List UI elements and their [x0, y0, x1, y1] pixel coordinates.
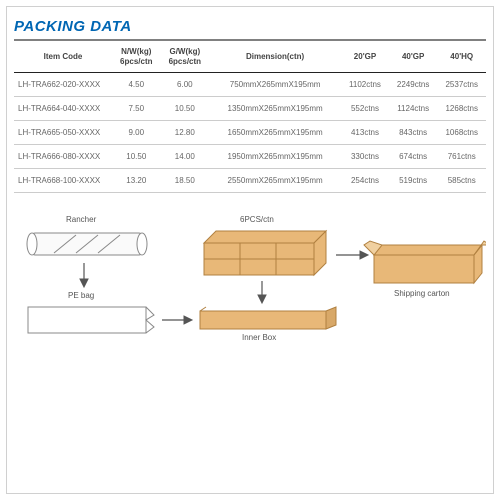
six-pcs-carton-icon — [204, 231, 326, 275]
table-row: LH-TRA665-050-XXXX9.0012.801650mmX265mmX… — [14, 121, 486, 145]
col-gw: G/W(kg) 6pcs/ctn — [161, 41, 210, 73]
table-cell: 1102ctns — [341, 73, 389, 97]
table-cell: LH-TRA665-050-XXXX — [14, 121, 112, 145]
table-cell: 843ctns — [389, 121, 438, 145]
table-header-row: Item Code N/W(kg) 6pcs/ctn G/W(kg) 6pcs/… — [14, 41, 486, 73]
pe-bag-icon — [28, 307, 154, 333]
table-cell: 552ctns — [341, 97, 389, 121]
col-40hq: 40'HQ — [437, 41, 486, 73]
col-nw: N/W(kg) 6pcs/ctn — [112, 41, 161, 73]
table-cell: 674ctns — [389, 145, 438, 169]
table-cell: 2537ctns — [437, 73, 486, 97]
table-cell: 1268ctns — [437, 97, 486, 121]
label-sixpcs: 6PCS/ctn — [240, 215, 274, 224]
table-cell: 10.50 — [112, 145, 161, 169]
label-pebag: PE bag — [68, 291, 94, 300]
table-cell: 12.80 — [161, 121, 210, 145]
col-item-code: Item Code — [14, 41, 112, 73]
table-cell: 18.50 — [161, 169, 210, 193]
table-cell: LH-TRA666-080-XXXX — [14, 145, 112, 169]
table-cell: 1650mmX265mmX195mm — [209, 121, 341, 145]
shipping-carton-icon — [364, 241, 486, 283]
table-cell: 330ctns — [341, 145, 389, 169]
table-cell: 254ctns — [341, 169, 389, 193]
inner-box-icon — [200, 307, 336, 329]
table-cell: LH-TRA664-040-XXXX — [14, 97, 112, 121]
table-row: LH-TRA664-040-XXXX7.5010.501350mmX265mmX… — [14, 97, 486, 121]
table-cell: 7.50 — [112, 97, 161, 121]
table-row: LH-TRA662-020-XXXX4.506.00750mmX265mmX19… — [14, 73, 486, 97]
table-cell: 1950mmX265mmX195mm — [209, 145, 341, 169]
col-dimension: Dimension(ctn) — [209, 41, 341, 73]
table-cell: 1350mmX265mmX195mm — [209, 97, 341, 121]
table-cell: 519ctns — [389, 169, 438, 193]
table-cell: 750mmX265mmX195mm — [209, 73, 341, 97]
table-cell: 4.50 — [112, 73, 161, 97]
table-cell: 2550mmX265mmX195mm — [209, 169, 341, 193]
arrow-right-icon — [162, 316, 192, 324]
table-cell: 10.50 — [161, 97, 210, 121]
table-cell: 1124ctns — [389, 97, 438, 121]
section-title: PACKING DATA — [14, 18, 486, 41]
table-cell: 6.00 — [161, 73, 210, 97]
rancher-icon — [27, 233, 147, 255]
table-cell: 1068ctns — [437, 121, 486, 145]
arrow-down-icon — [258, 281, 266, 303]
label-rancher: Rancher — [66, 215, 96, 224]
label-shipping: Shipping carton — [394, 289, 450, 298]
table-cell: 14.00 — [161, 145, 210, 169]
table-cell: 413ctns — [341, 121, 389, 145]
table-cell: 13.20 — [112, 169, 161, 193]
arrow-down-icon — [80, 263, 88, 287]
col-40gp: 40'GP — [389, 41, 438, 73]
table-row: LH-TRA666-080-XXXX10.5014.001950mmX265mm… — [14, 145, 486, 169]
table-cell: LH-TRA668-100-XXXX — [14, 169, 112, 193]
col-20gp: 20'GP — [341, 41, 389, 73]
packing-diagram: Rancher PE bag 6PCS/ctn Inner Box Shippi… — [14, 211, 486, 371]
table-row: LH-TRA668-100-XXXX13.2018.502550mmX265mm… — [14, 169, 486, 193]
table-cell: LH-TRA662-020-XXXX — [14, 73, 112, 97]
arrow-right-icon — [336, 251, 368, 259]
packing-table: Item Code N/W(kg) 6pcs/ctn G/W(kg) 6pcs/… — [14, 41, 486, 193]
table-cell: 2249ctns — [389, 73, 438, 97]
table-cell: 761ctns — [437, 145, 486, 169]
label-innerbox: Inner Box — [242, 333, 276, 342]
table-cell: 9.00 — [112, 121, 161, 145]
table-cell: 585ctns — [437, 169, 486, 193]
